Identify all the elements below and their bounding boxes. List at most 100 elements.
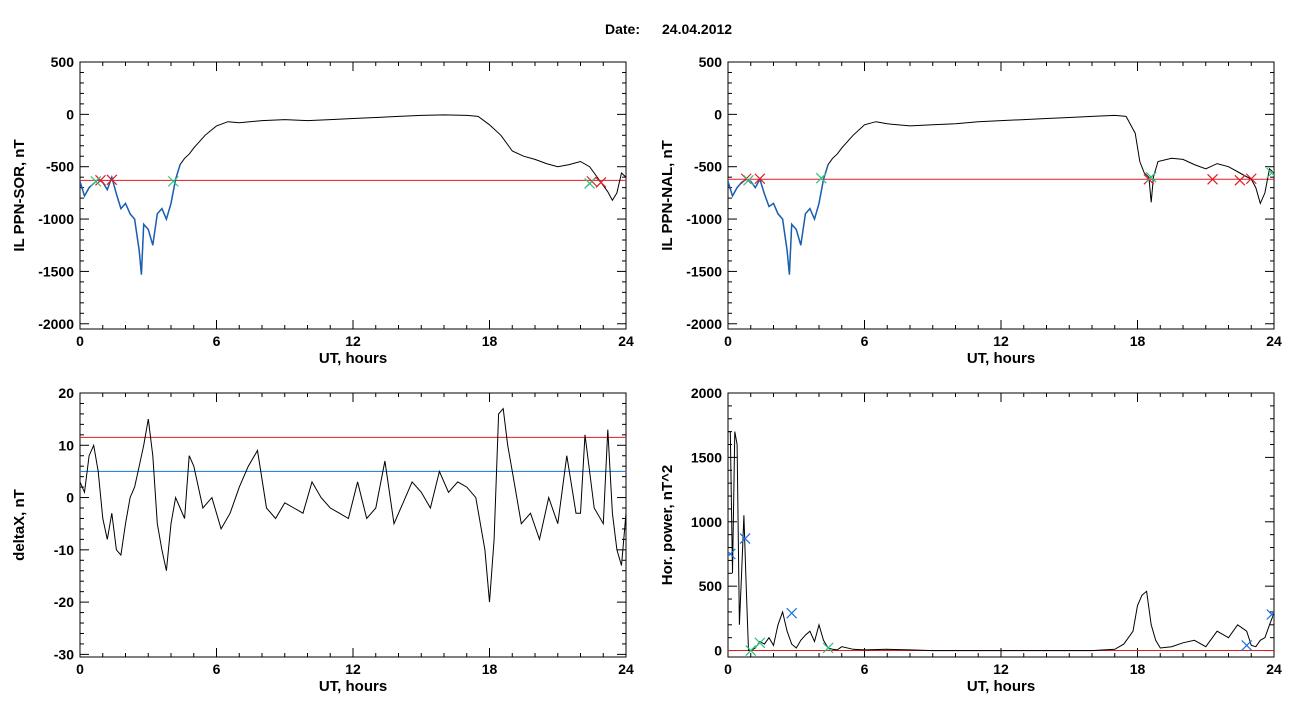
y-tick-label: -2000: [38, 316, 74, 332]
x-axis-label: UT, hours: [319, 678, 387, 695]
y-tick-label: -1500: [686, 263, 722, 279]
data-series: [80, 114, 626, 275]
plot-frame: [79, 392, 627, 658]
x-marker-green: [90, 175, 102, 187]
y-axis-label: Hor. power, nT^2: [659, 465, 676, 585]
x-tick-label: 18: [482, 661, 498, 677]
x-marker-green: [1266, 167, 1274, 179]
x-axis-label: UT, hours: [967, 678, 1035, 695]
marker-stroke: [1241, 639, 1253, 651]
y-axis-label: IL PPN-SOR, nT: [11, 139, 28, 251]
y-tick-label: 500: [699, 54, 723, 70]
marker-stroke: [728, 548, 736, 558]
y-axis-label: deltaX, nT: [11, 489, 28, 561]
x-tick-label: 12: [993, 333, 1009, 349]
x-marker-blue: [1266, 609, 1274, 620]
date-label: Date:: [605, 21, 640, 37]
y-tick-label: 2000: [691, 385, 722, 401]
marker-stroke: [1145, 171, 1157, 183]
x-tick-label: 24: [618, 661, 634, 677]
x-tick-label: 24: [1266, 333, 1282, 349]
marker-stroke: [743, 174, 754, 186]
data-series: [80, 407, 626, 603]
y-tick-label: -20: [54, 594, 74, 610]
x-marker-red: [1245, 173, 1257, 185]
x-marker-green: [815, 172, 827, 184]
y-tick-label: 1000: [691, 514, 722, 530]
x-tick-label: 18: [1130, 333, 1146, 349]
y-tick-label: -1000: [38, 211, 74, 227]
y-tick-label: 10: [58, 437, 74, 453]
marker-stroke: [745, 645, 757, 656]
x-tick-label: 18: [482, 333, 498, 349]
chart-panel-4: 0 6 12 18 24 2000 1500 1000 500 0 UT, hours Hor. po…: [659, 385, 1282, 695]
x-marker-blue: [728, 548, 736, 560]
x-marker-green: [822, 642, 834, 654]
marker-stroke: [754, 637, 766, 649]
y-tick-label: 500: [699, 578, 723, 594]
plot-frame: [727, 392, 1275, 658]
marker-stroke: [95, 174, 106, 186]
x-tick-label: 12: [345, 661, 361, 677]
plot-frame: [79, 61, 627, 330]
marker-stroke: [106, 174, 118, 186]
x-tick-label: 6: [213, 333, 221, 349]
marker-stroke: [1266, 611, 1274, 620]
plot-frame: [727, 61, 1275, 330]
x-marker-red: [1234, 174, 1246, 186]
x-marker-red: [106, 174, 118, 186]
chart-panel-3: 0 6 12 18 24 20 10 0 -10 -20 -30 UT, hours deltaX, n…: [11, 385, 634, 695]
y-tick-label: -1000: [686, 211, 722, 227]
y-tick-label: -1500: [38, 263, 74, 279]
marker-stroke: [1234, 174, 1246, 186]
y-tick-label: 0: [66, 106, 74, 122]
marker-stroke: [584, 178, 596, 189]
x-tick-label: 0: [724, 661, 732, 677]
y-tick-label: -2000: [686, 316, 722, 332]
x-marker-green: [745, 645, 757, 656]
x-marker-green: [754, 637, 766, 649]
x-tick-label: 6: [213, 661, 221, 677]
x-marker-green: [1145, 171, 1157, 183]
x-axis-label: UT, hours: [967, 350, 1035, 367]
y-tick-label: 0: [714, 106, 722, 122]
chart-panel-2: 0 6 12 18 24 500 0 -500 -1000 -1500 -2000 UT, hours…: [659, 54, 1282, 367]
x-marker-blue: [1241, 639, 1253, 651]
x-tick-label: 18: [1130, 661, 1146, 677]
data-layer: [728, 431, 1274, 656]
y-tick-label: 20: [58, 385, 74, 401]
y-tick-label: -500: [694, 159, 722, 175]
marker-stroke: [754, 173, 766, 185]
data-layer: [728, 114, 1274, 275]
data-layer: [80, 407, 626, 603]
x-tick-label: 6: [861, 333, 869, 349]
date-value: 24.04.2012: [662, 21, 732, 37]
x-marker-red: [595, 176, 607, 188]
x-marker-green: [584, 178, 596, 189]
chart-panel-1: 0 6 12 18 24 500 0 -500 -1000 -1500 -2000 UT, hours…: [11, 54, 634, 367]
x-tick-label: 0: [76, 661, 84, 677]
marker-stroke: [815, 172, 827, 184]
marker-stroke: [1245, 173, 1257, 185]
x-tick-label: 24: [1266, 661, 1282, 677]
marker-stroke: [1207, 173, 1218, 185]
x-marker-red: [754, 173, 766, 185]
x-tick-label: 12: [993, 661, 1009, 677]
x-tick-label: 24: [618, 333, 634, 349]
x-marker-blue: [786, 607, 798, 619]
marker-stroke: [1266, 169, 1274, 179]
x-tick-label: 0: [724, 333, 732, 349]
x-marker-green: [743, 174, 754, 186]
y-tick-label: 1500: [691, 449, 722, 465]
data-layer: [80, 114, 626, 275]
marker-stroke: [167, 175, 179, 187]
x-marker-red: [1207, 173, 1218, 185]
marker-stroke: [786, 607, 798, 619]
y-tick-label: -30: [54, 646, 74, 662]
y-axis-label: IL PPN-NAL, nT: [659, 140, 676, 251]
x-marker-blue: [739, 533, 751, 544]
y-tick-label: -500: [46, 159, 74, 175]
y-tick-label: 500: [51, 54, 75, 70]
marker-stroke: [90, 175, 102, 187]
